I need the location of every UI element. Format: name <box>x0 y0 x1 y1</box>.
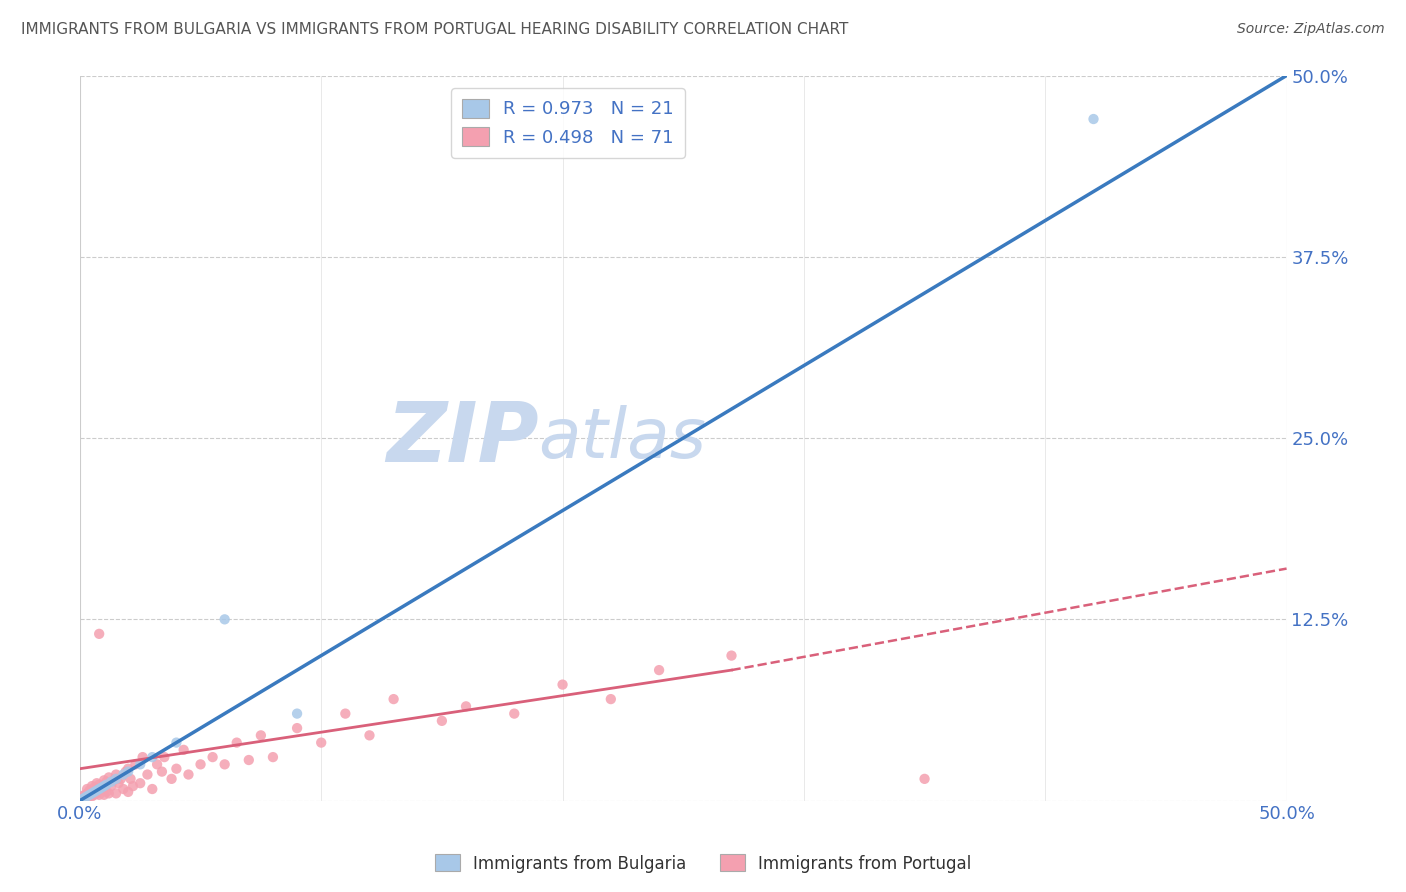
Point <box>720 648 742 663</box>
Point <box>165 762 187 776</box>
Point <box>141 782 163 797</box>
Point <box>89 782 111 797</box>
Point <box>76 782 98 797</box>
Point <box>117 785 139 799</box>
Point <box>93 779 115 793</box>
Point <box>90 782 112 797</box>
Point <box>105 772 128 786</box>
Point <box>225 736 247 750</box>
Point <box>80 785 103 799</box>
Point <box>86 783 108 797</box>
Point <box>93 773 115 788</box>
Point <box>110 772 132 786</box>
Point <box>89 778 111 792</box>
Point <box>177 767 200 781</box>
Point <box>122 779 145 793</box>
Point <box>79 788 101 802</box>
Point <box>129 776 152 790</box>
Point <box>107 776 129 790</box>
Point <box>96 778 118 792</box>
Point <box>73 790 96 805</box>
Point <box>503 706 526 721</box>
Point <box>262 750 284 764</box>
Point <box>173 743 195 757</box>
Point <box>124 757 146 772</box>
Point <box>89 627 111 641</box>
Point <box>79 789 101 804</box>
Point <box>190 757 212 772</box>
Point <box>83 785 105 799</box>
Point <box>238 753 260 767</box>
Point <box>86 786 108 800</box>
Point <box>79 783 101 797</box>
Point <box>160 772 183 786</box>
Point <box>76 786 98 800</box>
Point <box>100 774 122 789</box>
Point <box>86 776 108 790</box>
Point <box>105 772 128 786</box>
Point <box>97 786 120 800</box>
Point <box>97 771 120 785</box>
Point <box>83 788 105 802</box>
Point <box>72 792 94 806</box>
Point <box>112 782 135 797</box>
Point <box>214 612 236 626</box>
Point <box>112 767 135 781</box>
Point <box>250 728 273 742</box>
Point <box>136 767 159 781</box>
Point <box>214 757 236 772</box>
Point <box>648 663 671 677</box>
Text: IMMIGRANTS FROM BULGARIA VS IMMIGRANTS FROM PORTUGAL HEARING DISABILITY CORRELAT: IMMIGRANTS FROM BULGARIA VS IMMIGRANTS F… <box>21 22 848 37</box>
Legend: Immigrants from Bulgaria, Immigrants from Portugal: Immigrants from Bulgaria, Immigrants fro… <box>427 847 979 880</box>
Point <box>83 780 105 795</box>
Point <box>430 714 453 728</box>
Point <box>117 764 139 779</box>
Point <box>153 750 176 764</box>
Point <box>201 750 224 764</box>
Text: Source: ZipAtlas.com: Source: ZipAtlas.com <box>1237 22 1385 37</box>
Point <box>76 790 98 805</box>
Point <box>141 750 163 764</box>
Point <box>105 767 128 781</box>
Point <box>551 677 574 691</box>
Point <box>146 757 169 772</box>
Point <box>914 772 936 786</box>
Point <box>454 699 477 714</box>
Legend: R = 0.973   N = 21, R = 0.498   N = 71: R = 0.973 N = 21, R = 0.498 N = 71 <box>451 88 685 158</box>
Point <box>382 692 405 706</box>
Point <box>114 764 136 779</box>
Point <box>96 785 118 799</box>
Point <box>103 773 125 788</box>
Point <box>73 788 96 802</box>
Point <box>150 764 173 779</box>
Point <box>73 790 96 805</box>
Text: atlas: atlas <box>538 405 706 472</box>
Point <box>100 779 122 793</box>
Point <box>131 750 153 764</box>
Point <box>72 792 94 806</box>
Point <box>359 728 381 742</box>
Point <box>120 772 142 786</box>
Point <box>1083 112 1105 126</box>
Point <box>309 736 332 750</box>
Point <box>76 789 98 804</box>
Point <box>90 780 112 795</box>
Point <box>165 736 187 750</box>
Point <box>80 786 103 800</box>
Point <box>117 762 139 776</box>
Text: ZIP: ZIP <box>385 398 538 479</box>
Point <box>335 706 357 721</box>
Point <box>285 706 308 721</box>
Point <box>96 774 118 789</box>
Point <box>285 721 308 735</box>
Point <box>80 779 103 793</box>
Point <box>129 757 152 772</box>
Point <box>89 788 111 802</box>
Point <box>105 786 128 800</box>
Point <box>599 692 621 706</box>
Point <box>93 788 115 802</box>
Point <box>72 789 94 804</box>
Point <box>80 789 103 804</box>
